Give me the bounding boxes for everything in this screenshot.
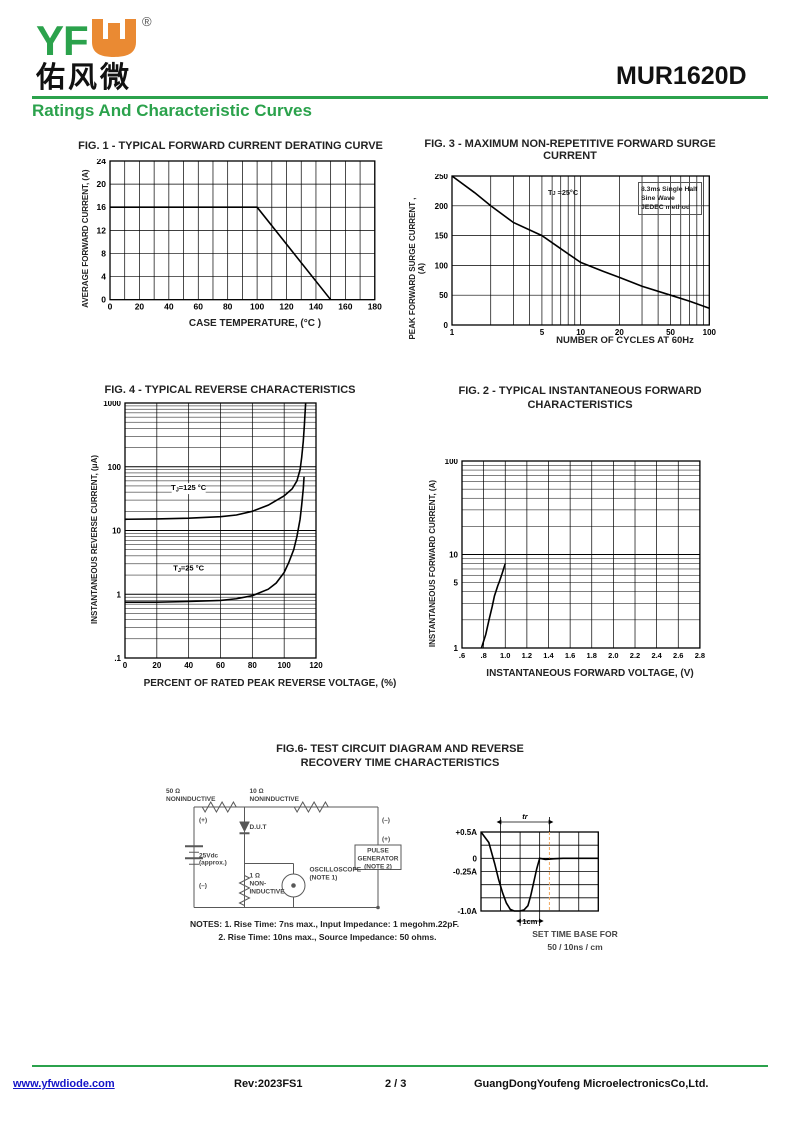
svg-text:NONINDUCTIVE: NONINDUCTIVE [166,796,216,803]
svg-text:60: 60 [216,661,225,670]
svg-text:20: 20 [134,301,144,311]
svg-text:.8: .8 [480,650,486,659]
svg-text:50: 50 [439,291,448,300]
svg-text:0: 0 [107,301,112,311]
svg-text:10 Ω: 10 Ω [250,788,264,795]
svg-text:100: 100 [108,463,122,472]
svg-text:1cm: 1cm [522,917,537,926]
svg-text:20: 20 [152,661,161,670]
svg-text:tr: tr [522,812,528,821]
svg-text:NON-: NON- [250,880,267,887]
svg-text:100: 100 [434,261,448,270]
svg-text:(approx.): (approx.) [199,859,227,866]
svg-text:20: 20 [96,179,106,189]
svg-text:2.0: 2.0 [608,650,618,659]
svg-text:1: 1 [449,328,454,337]
svg-text:80: 80 [222,301,232,311]
svg-text:-0.25A: -0.25A [453,867,477,876]
svg-text:.6: .6 [458,650,464,659]
svg-text:D.U.T: D.U.T [250,823,267,830]
svg-text:250: 250 [434,174,448,181]
svg-text:OSCILLOSCOPE: OSCILLOSCOPE [310,866,362,873]
svg-text:200: 200 [434,202,448,211]
svg-text:0: 0 [101,294,106,304]
svg-text:1000: 1000 [103,401,121,408]
svg-text:(–): (–) [199,882,207,889]
svg-text:100: 100 [277,661,291,670]
svg-text:120: 120 [279,301,293,311]
svg-text:(+): (+) [199,817,207,824]
svg-text:100: 100 [250,301,264,311]
svg-text:(NOTE 1): (NOTE 1) [310,874,338,881]
svg-text:0: 0 [443,321,448,330]
svg-text:8: 8 [101,248,106,258]
svg-text:25Vdc: 25Vdc [199,852,219,859]
svg-text:1 Ω: 1 Ω [250,872,260,879]
svg-text:40: 40 [184,661,193,670]
svg-text:0: 0 [123,661,128,670]
svg-text:0: 0 [472,854,477,863]
svg-text:2.6: 2.6 [673,650,683,659]
svg-text:5: 5 [453,578,458,587]
svg-text:10: 10 [112,527,121,536]
svg-text:TJ=25 °C: TJ=25 °C [173,563,204,574]
svg-text:(–): (–) [382,817,390,824]
svg-text:GENERATOR: GENERATOR [358,855,399,862]
svg-text:1.6: 1.6 [564,650,574,659]
svg-text:16: 16 [96,202,106,212]
svg-text:1.2: 1.2 [521,650,531,659]
svg-text:40: 40 [164,301,174,311]
svg-text:1: 1 [453,643,458,652]
svg-text:100: 100 [444,459,458,466]
svg-text:1: 1 [117,590,122,599]
svg-text:.1: .1 [114,654,121,663]
svg-text:-1.0A: -1.0A [457,907,477,916]
svg-text:PULSE: PULSE [367,847,389,854]
svg-text:NONINDUCTIVE: NONINDUCTIVE [250,796,300,803]
svg-text:2.8: 2.8 [694,650,704,659]
svg-text:4: 4 [101,271,106,281]
svg-text:12: 12 [96,225,106,235]
svg-text:60: 60 [193,301,203,311]
svg-text:50 Ω: 50 Ω [166,788,180,795]
svg-text:2.4: 2.4 [651,650,662,659]
svg-text:120: 120 [309,661,323,670]
svg-text:140: 140 [308,301,322,311]
svg-text:160: 160 [338,301,352,311]
svg-text:1.0: 1.0 [500,650,510,659]
svg-text:(NOTE 2): (NOTE 2) [364,863,392,870]
svg-text:+0.5A: +0.5A [455,828,477,837]
svg-text:1.4: 1.4 [543,650,554,659]
svg-text:24: 24 [96,159,106,166]
svg-text:(+): (+) [382,836,390,843]
svg-text:80: 80 [248,661,257,670]
svg-text:150: 150 [434,232,448,241]
svg-text:1.8: 1.8 [586,650,596,659]
svg-text:180: 180 [367,301,381,311]
svg-text:2.2: 2.2 [629,650,639,659]
svg-text:10: 10 [449,550,458,559]
svg-text:INDUCTIVE: INDUCTIVE [250,888,286,895]
